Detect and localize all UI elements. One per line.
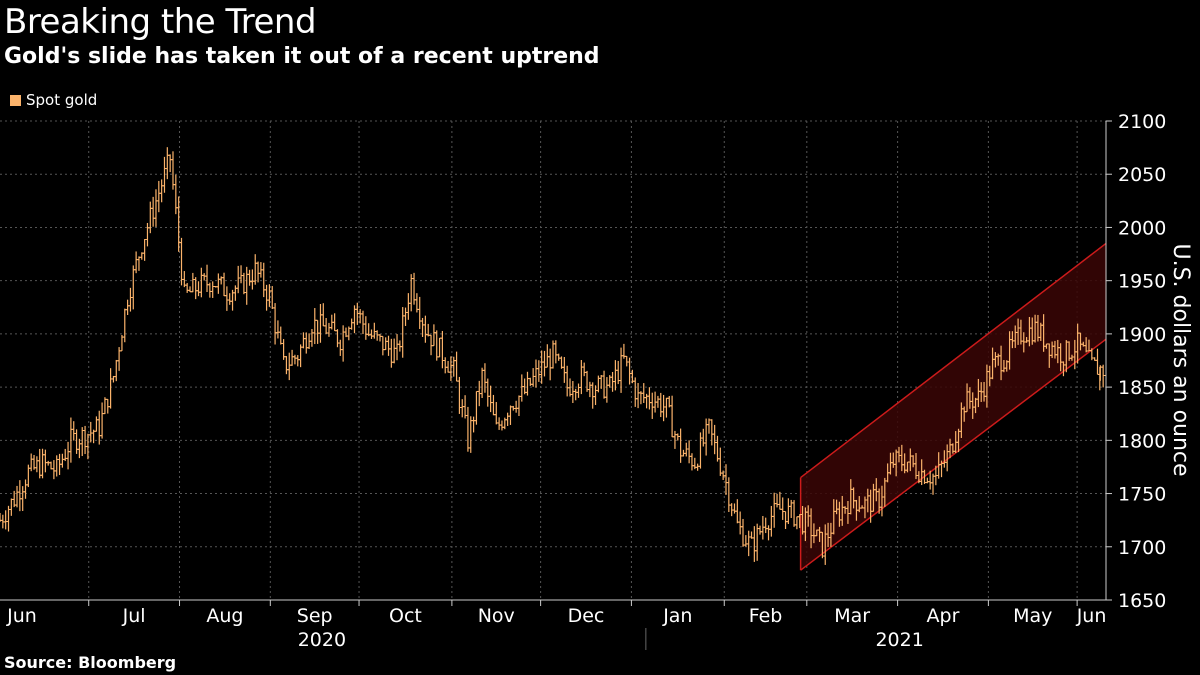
y-tick-label: 1800 [1118,430,1166,452]
y-axis-title: U.S. dollars an ounce [1168,243,1193,476]
legend: Spot gold [10,91,97,109]
y-tick-label: 1950 [1118,271,1166,293]
x-tick-label: Apr [927,605,960,627]
axes: 1650 1700 1750 1800 1850 1900 1950 2000 2050 2100… [0,111,1193,651]
chart-subtitle: Gold's slide has taken it out of a recen… [4,44,600,69]
x-tick-label: Aug [206,605,243,627]
x-tick-label: Feb [749,605,783,627]
y-tick-label: 2100 [1118,111,1166,133]
trend-channel-lower [800,338,1107,571]
chart-title: Breaking the Trend [4,2,317,42]
year-label: 2020 [298,629,346,651]
y-tick-label: 1650 [1118,590,1166,612]
source-note: Source: Bloomberg [4,653,177,672]
x-tick-label: May [1013,605,1052,627]
trend-channel-upper [800,242,1107,479]
x-tick-label: Mar [834,605,870,627]
x-tick-label: Jun [6,605,37,627]
y-tick-label: 1900 [1118,324,1166,346]
x-tick-label: Oct [389,605,422,627]
x-tick-label: Nov [478,605,515,627]
y-tick-label: 2000 [1118,217,1166,239]
y-tick-label: 2050 [1118,164,1166,186]
x-tick-label: Sep [297,605,333,627]
legend-label: Spot gold [26,91,98,109]
y-tick-label: 1700 [1118,537,1166,559]
x-tick-label: Jan [662,605,692,627]
y-tick-label: 1750 [1118,484,1166,506]
year-label: 2021 [875,629,923,651]
x-tick-label: Jun [1076,605,1107,627]
trend-channel [799,242,1107,571]
price-bars [0,147,1106,565]
y-tick-label: 1850 [1118,377,1166,399]
trend-channel-fill [800,243,1106,571]
x-tick-label: Dec [568,605,605,627]
x-tick-label: Jul [122,605,146,627]
legend-swatch [10,94,21,106]
